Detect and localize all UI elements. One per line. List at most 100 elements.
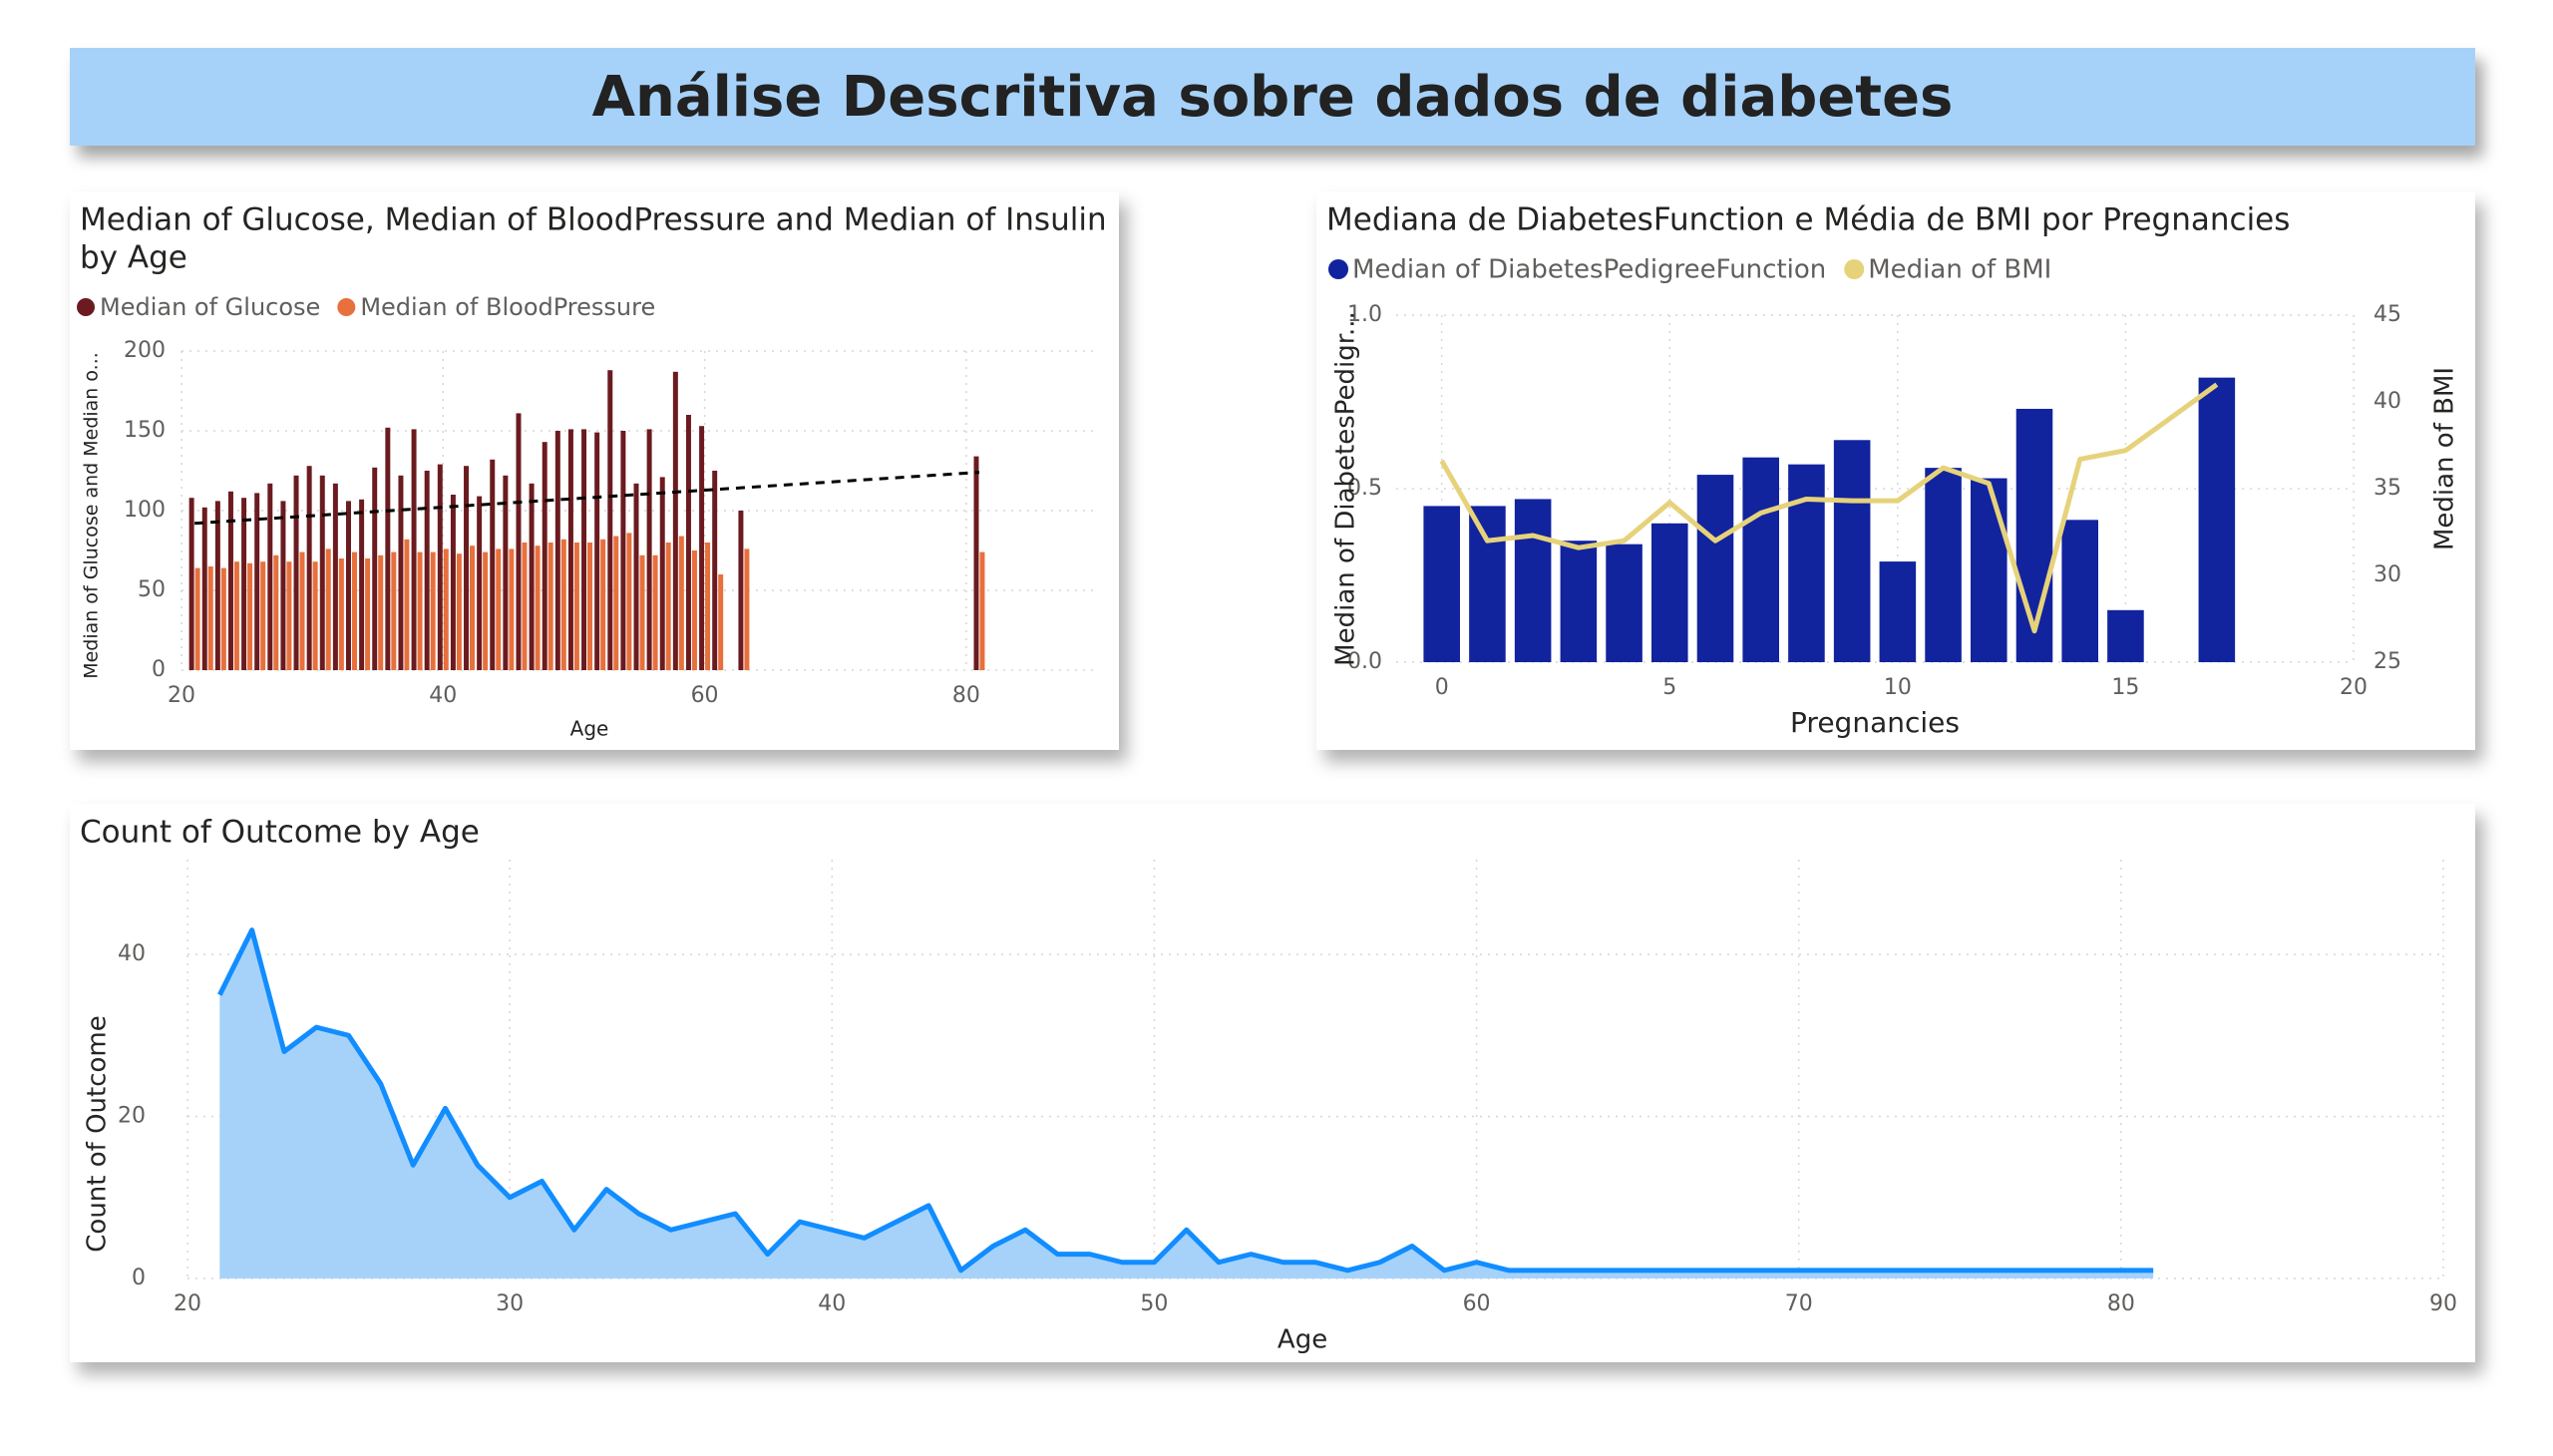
x-tick-label: 50	[1140, 1291, 1168, 1316]
bar-blood-pressure	[587, 543, 593, 670]
bar-blood-pressure	[312, 561, 318, 670]
bar-glucose	[359, 499, 365, 670]
bar-glucose	[503, 475, 509, 670]
chart-panel-outcome-by-age[interactable]: Count of Outcome by Age 0 20 40 20 30 40 50 60 70…	[70, 804, 2475, 1362]
bar-blood-pressure	[443, 548, 449, 670]
bar-diabetes-pedigree	[1742, 457, 1779, 662]
x-tick-label: 40	[429, 683, 457, 708]
bar-diabetes-pedigree	[1514, 499, 1552, 662]
bar-diabetes-pedigree	[1469, 506, 1506, 662]
chart-glucose-bp-by-age: Median of Glucose, Median of BloodPressu…	[77, 202, 1107, 741]
chart-panel-dpf-bmi-by-pregnancies[interactable]: Mediana de DiabetesFunction e Média de B…	[1316, 191, 2475, 750]
bar-glucose	[306, 466, 312, 670]
bar-diabetes-pedigree	[2015, 408, 2053, 662]
bar-glucose	[685, 415, 691, 670]
bar-glucose	[319, 475, 325, 670]
bar-glucose	[646, 429, 652, 670]
bar-blood-pressure	[483, 551, 489, 670]
bar-blood-pressure	[456, 553, 462, 670]
bar-glucose	[201, 507, 207, 670]
bar-glucose	[699, 426, 705, 670]
bar-glucose	[516, 413, 522, 670]
x-tick-label: 80	[2107, 1291, 2135, 1316]
bar-glucose	[529, 483, 535, 670]
chart-title-line-2: by Age	[80, 240, 187, 276]
bar-glucose	[567, 429, 573, 670]
bar-blood-pressure	[744, 548, 750, 670]
bar-glucose	[437, 464, 443, 670]
y2-tick-label: 45	[2373, 302, 2401, 327]
bar-glucose	[633, 483, 639, 670]
dashboard-title-bar: Análise Descritiva sobre dados de diabet…	[70, 48, 2475, 146]
bar-glucose	[464, 466, 470, 670]
bar-blood-pressure	[691, 550, 697, 670]
y-axis-title: Median of Glucose and Median o...	[81, 352, 103, 679]
bar-diabetes-pedigree	[1971, 478, 2007, 662]
y2-tick-label: 40	[2373, 389, 2401, 414]
bar-diabetes-pedigree	[1651, 523, 1688, 662]
bar-blood-pressure	[391, 551, 397, 670]
bar-glucose	[227, 491, 233, 670]
bar-blood-pressure	[573, 543, 579, 670]
bar-glucose	[293, 475, 299, 670]
bar-glucose	[280, 501, 286, 670]
bar-glucose	[398, 475, 404, 670]
chart-title: Mediana de DiabetesFunction e Média de B…	[1326, 202, 2290, 238]
x-tick-label: 70	[1785, 1291, 1813, 1316]
bar-blood-pressure	[194, 567, 200, 670]
x-tick-label: 15	[2111, 675, 2139, 700]
bar-diabetes-pedigree	[1925, 468, 1962, 662]
y-tick-label: 0.5	[1347, 476, 1382, 501]
chart-panel-glucose-by-age[interactable]: Median of Glucose, Median of BloodPressu…	[70, 191, 1119, 750]
bar-glucose	[254, 493, 260, 670]
bar-glucose	[267, 483, 273, 670]
x-tick-label: 0	[1435, 675, 1449, 700]
y2-tick-label: 25	[2373, 649, 2401, 674]
bar-blood-pressure	[338, 558, 344, 670]
bar-glucose	[672, 371, 678, 670]
bar-diabetes-pedigree	[1833, 440, 1871, 662]
x-tick-label: 60	[691, 683, 719, 708]
bar-diabetes-pedigree	[1879, 561, 1917, 662]
bar-blood-pressure	[470, 546, 475, 670]
bar-glucose	[346, 501, 351, 670]
x-tick-label: 60	[1463, 1291, 1491, 1316]
bar-blood-pressure	[220, 567, 226, 670]
bar-blood-pressure	[365, 558, 371, 670]
trend-line	[194, 471, 980, 526]
legend-label: Median of BMI	[1868, 255, 2051, 285]
y-tick-label: 150	[124, 418, 166, 443]
bar-diabetes-pedigree	[2107, 609, 2144, 662]
dashboard-title: Análise Descritiva sobre dados de diabet…	[591, 64, 1954, 130]
chart-title-line-1: Median of Glucose, Median of BloodPressu…	[80, 202, 1107, 238]
bar-blood-pressure	[351, 551, 357, 670]
legend-label: Median of BloodPressure	[360, 293, 655, 321]
y-axis-title: Count of Outcome	[83, 1015, 113, 1252]
x-tick-label: 10	[1884, 675, 1912, 700]
x-tick-label: 20	[2340, 675, 2368, 700]
x-tick-label: 30	[496, 1291, 524, 1316]
chart-title: Count of Outcome by Age	[80, 815, 480, 851]
x-tick-label: 5	[1662, 675, 1676, 700]
x-axis-title: Age	[570, 717, 609, 741]
y-tick-label: 100	[124, 498, 166, 523]
bar-blood-pressure	[600, 539, 606, 670]
bar-glucose	[214, 501, 220, 670]
legend-label: Median of Glucose	[100, 293, 320, 321]
bar-glucose	[594, 432, 600, 670]
bar-blood-pressure	[979, 551, 985, 670]
bar-blood-pressure	[260, 561, 266, 670]
bar-blood-pressure	[665, 543, 671, 670]
y-tick-label: 50	[138, 577, 166, 602]
legend-marker	[1328, 259, 1348, 279]
bar-glucose	[490, 459, 496, 670]
legend-label: Median of DiabetesPedigreeFunction	[1352, 255, 1826, 285]
bar-blood-pressure	[613, 536, 619, 670]
bar-blood-pressure	[430, 551, 436, 670]
bar-glucose	[332, 483, 338, 670]
x-axis-title: Age	[1277, 1325, 1327, 1355]
bar-blood-pressure	[639, 554, 645, 670]
x-tick-label: 40	[818, 1291, 846, 1316]
bar-blood-pressure	[509, 548, 515, 670]
y-axis-title: Median of DiabetesPedigr...	[1331, 311, 1361, 666]
